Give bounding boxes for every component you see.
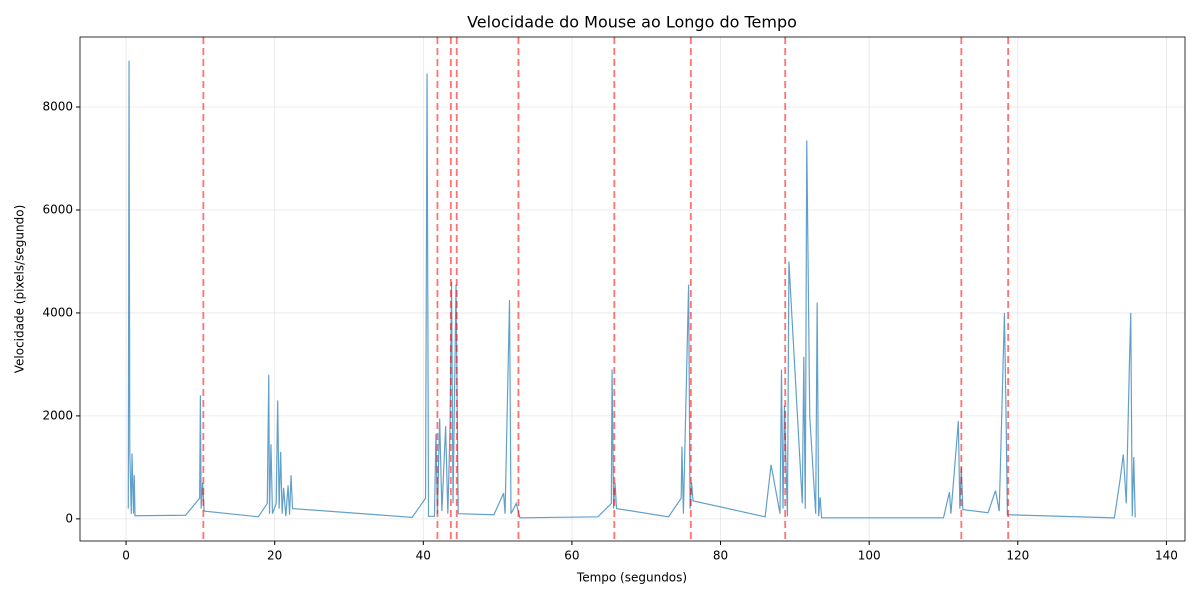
y-tick-label: 8000 <box>42 100 73 114</box>
plot-frame <box>79 36 1186 542</box>
x-tick-label: 0 <box>122 549 130 563</box>
x-tick-label: 40 <box>416 549 431 563</box>
x-tick-label: 100 <box>858 549 881 563</box>
x-tick-label: 120 <box>1006 549 1029 563</box>
y-axis-label: Velocidade (pixels/segundo) <box>13 205 27 374</box>
y-tick-label: 2000 <box>42 408 73 422</box>
y-tick-label: 4000 <box>42 305 73 319</box>
y-tick-label: 6000 <box>42 202 73 216</box>
x-axis-label: Tempo (segundos) <box>576 571 687 585</box>
y-tick-label: 0 <box>65 511 73 525</box>
x-tick-label: 140 <box>1155 549 1178 563</box>
data-line <box>127 60 1136 519</box>
x-tick-label: 60 <box>564 549 579 563</box>
x-tick-label: 80 <box>713 549 728 563</box>
chart-title: Velocidade do Mouse ao Longo do Tempo <box>467 13 797 32</box>
x-tick-label: 20 <box>267 549 282 563</box>
